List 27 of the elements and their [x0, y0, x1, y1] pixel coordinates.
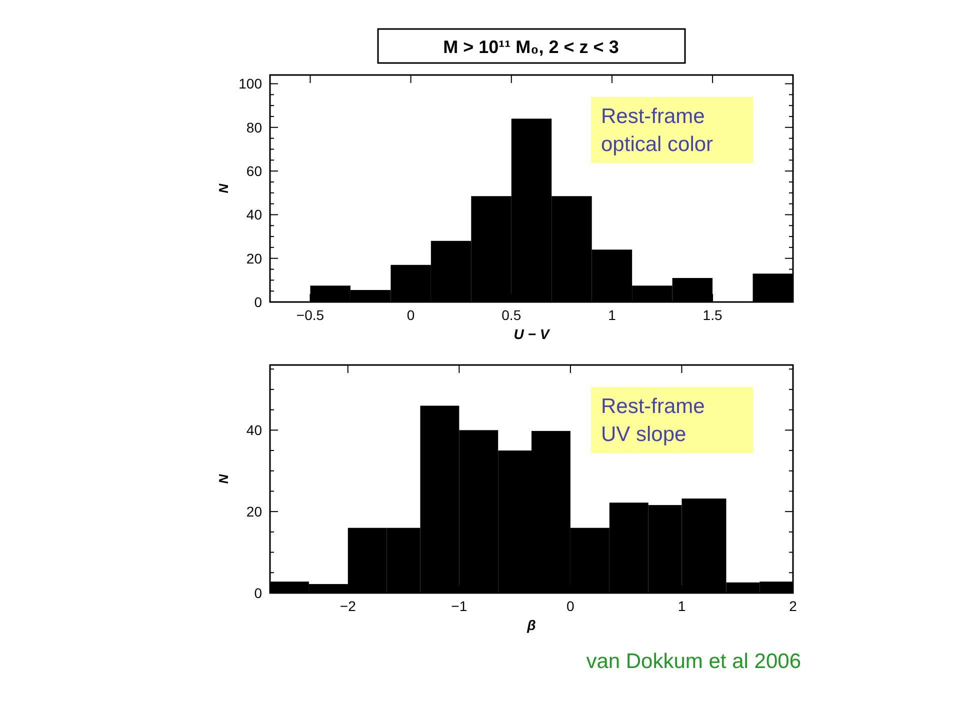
x-tick-label: 1: [608, 307, 616, 323]
y-axis-title: N: [216, 474, 231, 484]
x-axis-title: U − V: [514, 326, 551, 342]
y-tick-label: 20: [246, 250, 262, 266]
y-tick-label: 0: [254, 294, 262, 310]
x-tick-label: 0: [566, 598, 575, 614]
y-tick-label: 0: [254, 585, 262, 601]
y-tick-label: 40: [246, 206, 262, 223]
x-tick-label: 1: [678, 598, 686, 614]
chart-title: M > 10¹¹ M₀, 2 < z < 3: [443, 37, 619, 57]
x-tick-label: 0.5: [502, 307, 522, 323]
y-tick-label: 20: [246, 504, 262, 520]
annotation: Rest-frame UV slope: [601, 395, 705, 446]
y-axis-title: N: [216, 183, 231, 194]
x-axis-title: β: [526, 617, 536, 633]
y-tick-label: 40: [246, 422, 262, 438]
y-tick-label: 100: [238, 76, 262, 92]
x-tick-label: 1.5: [702, 307, 722, 323]
x-tick-label: 0: [406, 307, 415, 323]
annotation: Rest-frame optical color: [601, 105, 714, 156]
y-tick-label: 60: [246, 163, 262, 180]
x-tick-label: −0.5: [296, 307, 324, 323]
text: van Dokkum et al 2006: [586, 650, 801, 673]
x-tick-label: 2: [789, 598, 798, 614]
x-tick-label: −1: [451, 598, 468, 614]
y-tick-label: 80: [246, 119, 262, 136]
x-tick-label: −2: [340, 598, 356, 614]
